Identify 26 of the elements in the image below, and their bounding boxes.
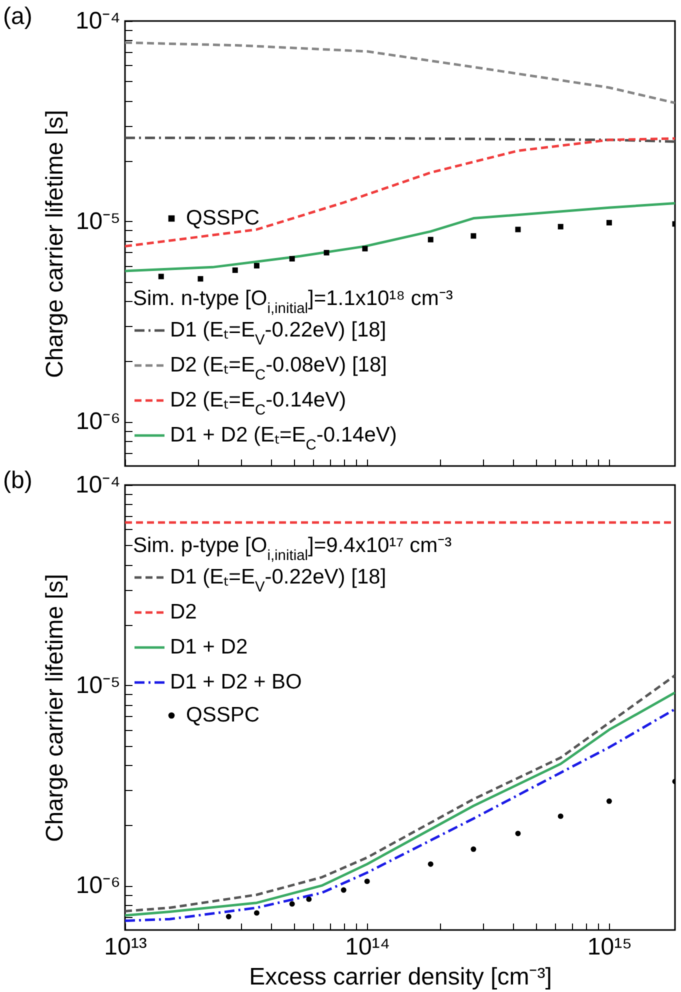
y-tick-label: 10⁻⁶: [76, 872, 120, 900]
y-axis-title: Charge carrier lifetime [s]: [41, 574, 68, 842]
legend-title: Sim. n-type [O$_{i,initial}$]=1.1x10¹⁸ cm⁻³: [133, 287, 453, 317]
legend-label: D1 (Eₜ=E$_{V}$-0.22eV) [18]: [170, 318, 386, 348]
text: (b): [3, 467, 32, 494]
x-tick-label: 10¹⁴: [345, 934, 390, 960]
legend-title: Sim. p-type [O$_{i,initial}$]=9.4x10¹⁷ cm⁻³: [133, 534, 452, 564]
legend-label: D1 + D2 + BO: [170, 670, 302, 694]
y-tick-label: 10⁻⁴: [75, 472, 120, 498]
legend-label: D1 (Eₜ=E$_{V}$-0.22eV) [18]: [170, 566, 386, 596]
text: (a): [3, 3, 32, 30]
legend-label: D1 + D2 (Eₜ=E$_{C}$-0.14eV): [170, 424, 397, 454]
y-tick-label: 10⁻⁶: [76, 408, 120, 436]
legend-label: QSSPC: [186, 704, 260, 726]
x-axis-title: Excess carrier density [cm⁻³]: [249, 964, 552, 990]
x-tick-label: 10¹⁵: [587, 934, 632, 960]
legend-label: QSSPC: [186, 206, 260, 230]
legend-label: D2 (Eₜ=E$_{C}$-0.14eV): [170, 388, 346, 418]
x-tick-label: 10¹³: [104, 934, 147, 960]
y-tick-label: 10⁻⁵: [76, 672, 120, 699]
legend-label: D2 (Eₜ=E$_{C}$-0.08eV) [18]: [170, 354, 387, 384]
legend-label: D2: [170, 600, 197, 624]
legend-label: D1 + D2: [170, 636, 248, 658]
y-axis-title: Charge carrier lifetime [s]: [41, 110, 68, 378]
y-tick-label: 10⁻⁵: [76, 208, 120, 235]
y-tick-label: 10⁻⁴: [75, 8, 120, 34]
